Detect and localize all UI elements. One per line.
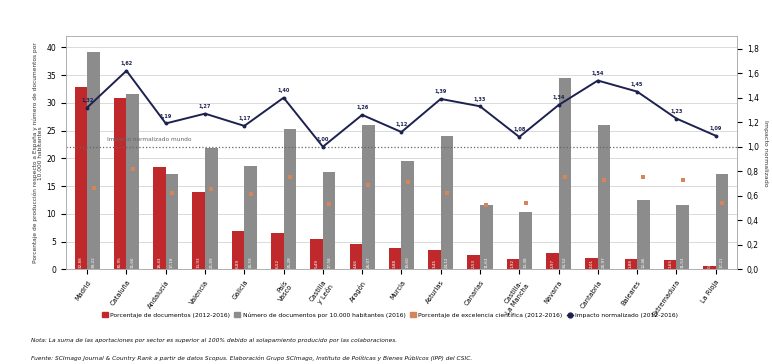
Bar <box>350 244 362 269</box>
Text: 1,32: 1,32 <box>81 98 93 103</box>
Text: Gráfico 8. Distribución de la producción científica española en revistas de difu: Gráfico 8. Distribución de la producción… <box>6 10 630 20</box>
Text: 13,93: 13,93 <box>197 256 201 268</box>
Bar <box>192 192 205 269</box>
Text: Nota: La suma de las aportaciones por sector es superior al 100% debido al solap: Nota: La suma de las aportaciones por se… <box>31 338 397 343</box>
Text: 21,89: 21,89 <box>209 256 213 268</box>
Bar <box>114 98 127 269</box>
Bar <box>441 135 453 269</box>
Bar <box>244 166 257 269</box>
Bar <box>664 260 676 269</box>
Bar <box>362 125 374 269</box>
Text: 25,28: 25,28 <box>288 256 292 268</box>
Text: 1,23: 1,23 <box>670 109 682 114</box>
Legend: Porcentaje de documentos (2012-2016), Número de documentos por 10.000 habitantes: Porcentaje de documentos (2012-2016), Nú… <box>100 310 680 320</box>
Bar <box>205 148 218 269</box>
Text: 1,19: 1,19 <box>160 114 172 119</box>
Bar <box>283 129 296 269</box>
Text: 26,07: 26,07 <box>367 256 371 268</box>
Bar <box>546 253 559 269</box>
Text: 5,49: 5,49 <box>315 259 319 268</box>
Text: 1,26: 1,26 <box>356 105 368 110</box>
Text: 39,22: 39,22 <box>92 256 96 268</box>
Bar <box>585 258 598 269</box>
Text: 1,39: 1,39 <box>435 89 447 94</box>
Text: 1,62: 1,62 <box>120 61 133 66</box>
Text: 30,95: 30,95 <box>118 256 122 268</box>
Text: 1,17: 1,17 <box>238 116 251 121</box>
Text: 3,45: 3,45 <box>432 259 436 268</box>
Bar <box>598 125 611 269</box>
Bar <box>389 248 401 269</box>
Bar <box>637 200 650 269</box>
Text: 1,88: 1,88 <box>629 259 633 268</box>
Text: 25,97: 25,97 <box>602 256 606 268</box>
Text: 24,12: 24,12 <box>445 257 449 268</box>
Text: 1,08: 1,08 <box>513 127 526 132</box>
Text: 10,38: 10,38 <box>523 256 527 268</box>
Text: 1,33: 1,33 <box>474 96 486 102</box>
Bar <box>428 250 441 269</box>
Text: 3,88: 3,88 <box>393 259 397 268</box>
Bar <box>559 78 571 269</box>
Text: Fuente: SCImago Journal & Country Rank a partir de datos Scopus. Elaboración Gru: Fuente: SCImago Journal & Country Rank a… <box>31 356 472 361</box>
Bar <box>401 161 414 269</box>
Y-axis label: Porcentaje de producción respecto a España y número de documentos por
10.000 hab: Porcentaje de producción respecto a Espa… <box>32 43 43 263</box>
Bar <box>127 94 139 269</box>
Text: 1,45: 1,45 <box>631 82 643 87</box>
Y-axis label: Impacto normalizado: Impacto normalizado <box>764 119 768 186</box>
Text: 32,88: 32,88 <box>79 256 83 268</box>
Text: 11,63: 11,63 <box>484 257 488 268</box>
Bar <box>323 172 336 269</box>
Text: 1,09: 1,09 <box>709 126 722 131</box>
Text: 2,53: 2,53 <box>472 259 476 268</box>
Text: 17,58: 17,58 <box>327 256 331 268</box>
Text: 34,52: 34,52 <box>563 256 567 268</box>
Text: 1,00: 1,00 <box>317 137 329 142</box>
Text: 12,46: 12,46 <box>642 257 645 268</box>
Bar <box>467 255 480 269</box>
Text: 1,40: 1,40 <box>277 88 290 93</box>
Text: 18,43: 18,43 <box>157 257 161 268</box>
Text: 31,66: 31,66 <box>130 256 135 268</box>
Bar <box>153 167 166 269</box>
Bar <box>676 205 689 269</box>
Bar <box>232 231 244 269</box>
Text: 18,59: 18,59 <box>249 256 252 268</box>
Text: 2,97: 2,97 <box>550 259 554 268</box>
Bar <box>520 212 532 269</box>
Text: Impacto normalizado mundo: Impacto normalizado mundo <box>107 137 191 142</box>
Text: 1,27: 1,27 <box>199 104 212 109</box>
Bar <box>271 233 283 269</box>
Text: 6,89: 6,89 <box>236 259 240 268</box>
Bar <box>506 259 520 269</box>
Text: 4,66: 4,66 <box>354 259 358 268</box>
Text: 1,92: 1,92 <box>511 259 515 268</box>
Text: 11,53: 11,53 <box>681 257 685 268</box>
Bar <box>75 87 87 269</box>
Text: 17,18: 17,18 <box>170 257 174 268</box>
Bar <box>310 239 323 269</box>
Text: 2,01: 2,01 <box>590 259 594 268</box>
Text: 0,62: 0,62 <box>707 259 711 268</box>
Bar <box>87 52 100 269</box>
Text: 1,54: 1,54 <box>591 71 604 76</box>
Bar <box>166 174 178 269</box>
Text: 1,34: 1,34 <box>552 95 565 100</box>
Text: 1,65: 1,65 <box>668 259 672 268</box>
Bar <box>625 259 637 269</box>
Text: 6,52: 6,52 <box>276 259 279 268</box>
Text: 1,12: 1,12 <box>395 122 408 127</box>
Bar <box>716 174 728 269</box>
Text: 19,60: 19,60 <box>406 256 410 268</box>
Bar <box>480 205 493 269</box>
Bar <box>703 266 716 269</box>
Text: 17,21: 17,21 <box>720 257 724 268</box>
